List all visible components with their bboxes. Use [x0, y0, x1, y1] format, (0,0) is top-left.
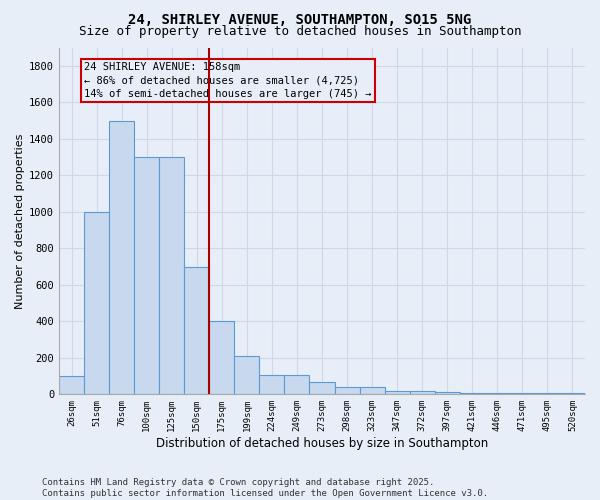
Bar: [159, 157, 184, 394]
Bar: [259, 375, 284, 394]
Bar: [460, 392, 485, 394]
Bar: [310, 382, 335, 394]
Bar: [235, 356, 259, 395]
Bar: [84, 212, 109, 394]
Text: Size of property relative to detached houses in Southampton: Size of property relative to detached ho…: [79, 25, 521, 38]
Bar: [134, 157, 159, 394]
Bar: [184, 266, 209, 394]
Bar: [335, 387, 359, 394]
X-axis label: Distribution of detached houses by size in Southampton: Distribution of detached houses by size …: [156, 437, 488, 450]
Bar: [385, 390, 410, 394]
Text: 24 SHIRLEY AVENUE: 158sqm
← 86% of detached houses are smaller (4,725)
14% of se: 24 SHIRLEY AVENUE: 158sqm ← 86% of detac…: [84, 62, 371, 98]
Bar: [359, 387, 385, 394]
Text: Contains HM Land Registry data © Crown copyright and database right 2025.
Contai: Contains HM Land Registry data © Crown c…: [42, 478, 488, 498]
Bar: [435, 392, 460, 394]
Bar: [209, 322, 235, 394]
Bar: [410, 390, 435, 394]
Bar: [59, 376, 84, 394]
Bar: [284, 375, 310, 394]
Bar: [485, 392, 510, 394]
Y-axis label: Number of detached properties: Number of detached properties: [15, 133, 25, 308]
Text: 24, SHIRLEY AVENUE, SOUTHAMPTON, SO15 5NG: 24, SHIRLEY AVENUE, SOUTHAMPTON, SO15 5N…: [128, 12, 472, 26]
Bar: [109, 120, 134, 394]
